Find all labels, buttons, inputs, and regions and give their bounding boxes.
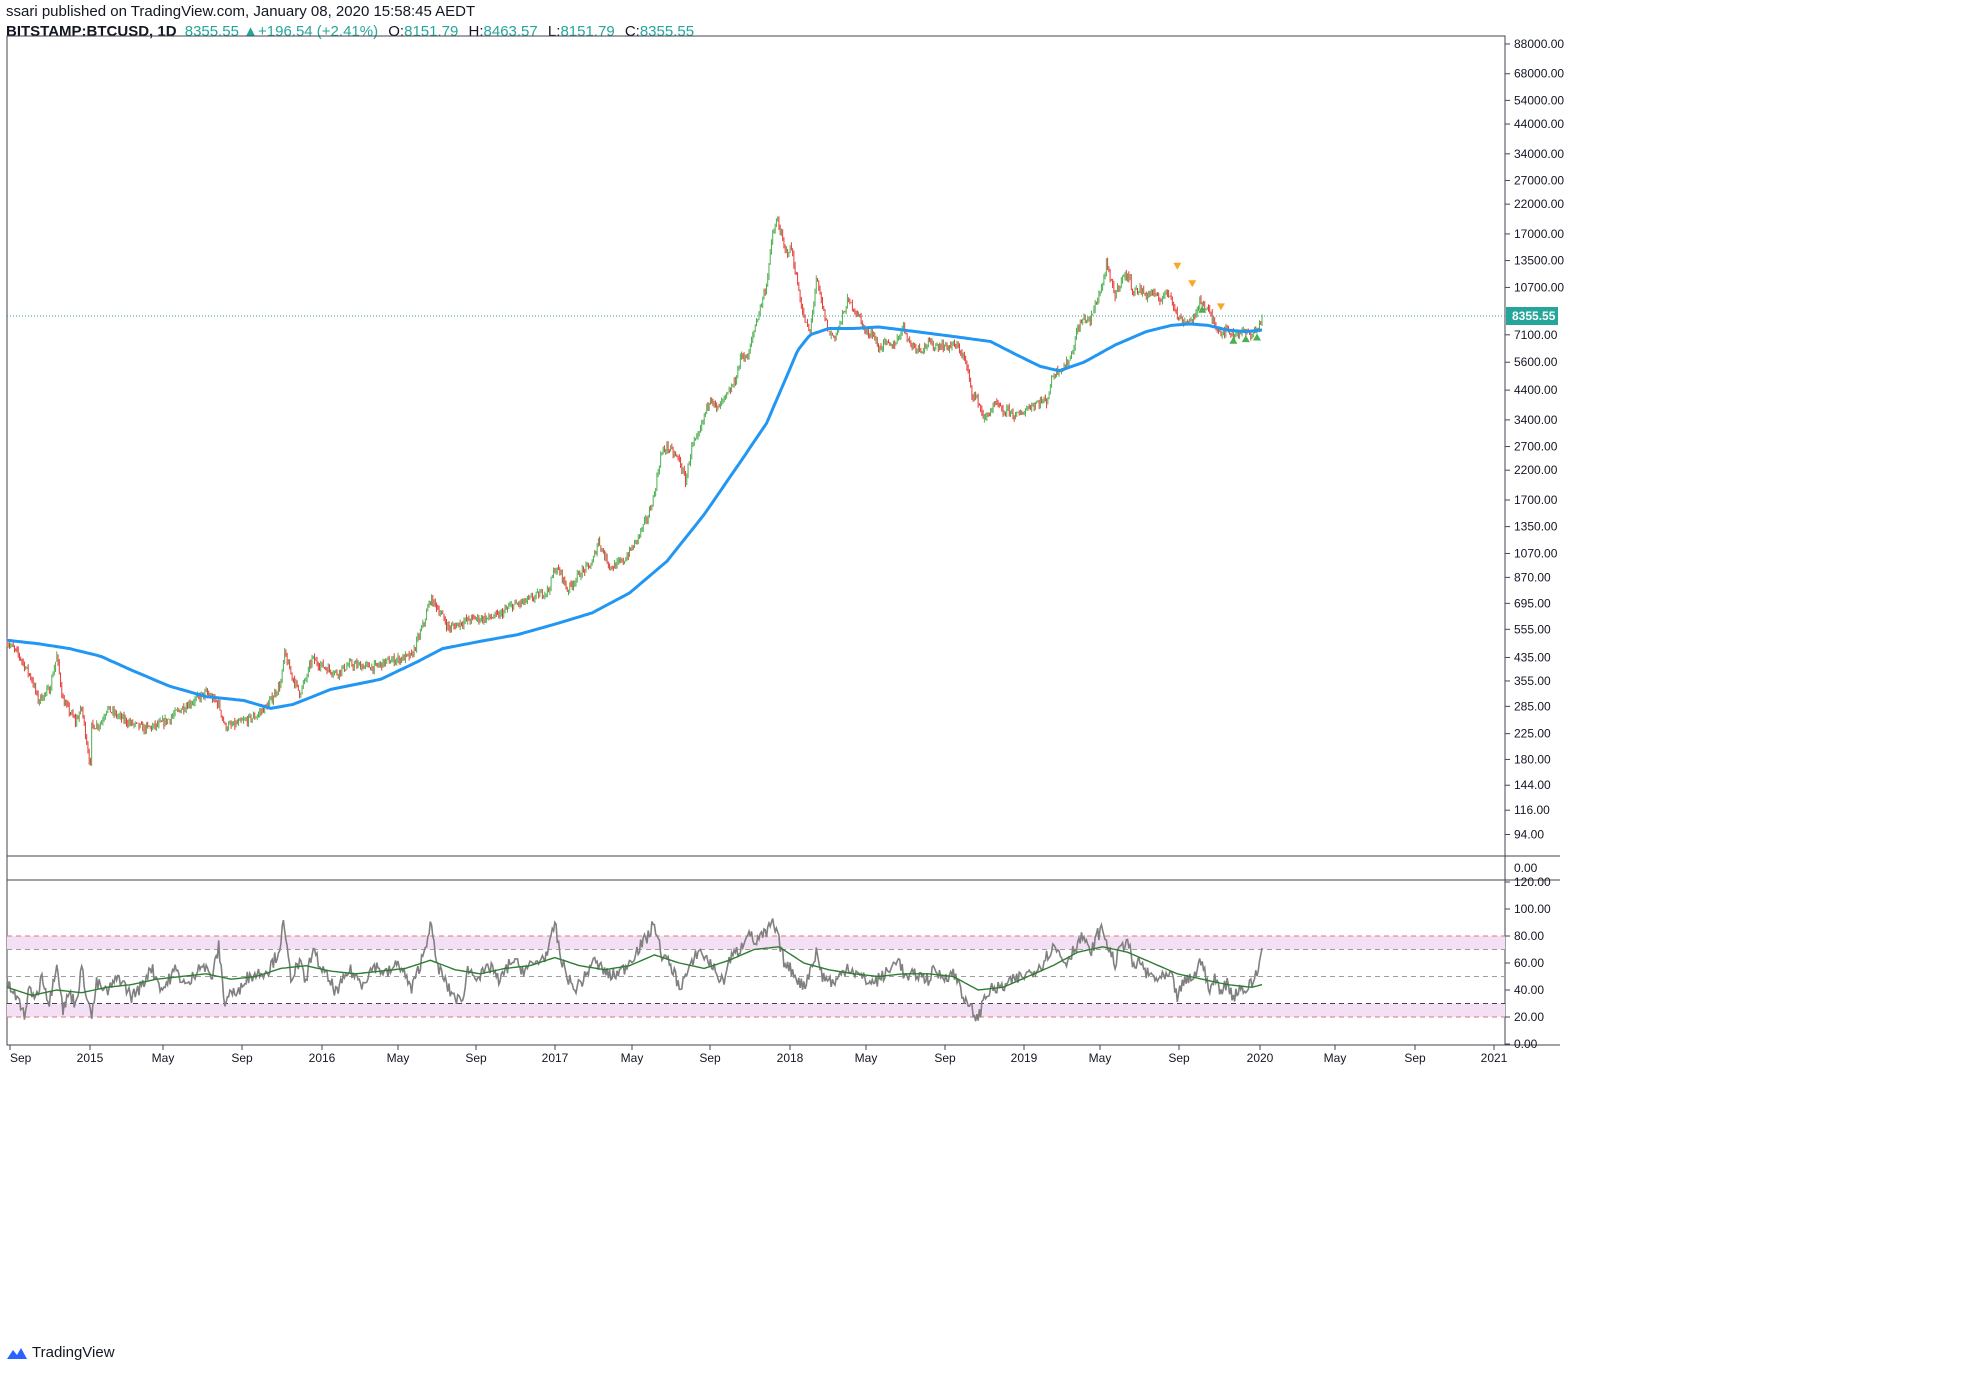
rsi-line xyxy=(6,918,1263,1022)
rsi-tick-label: 120.00 xyxy=(1514,875,1551,889)
price-tick-label: 94.00 xyxy=(1514,828,1544,842)
time-tick-label: May xyxy=(621,1051,644,1065)
price-tick-label: 555.00 xyxy=(1514,622,1551,636)
time-tick-label: Sep xyxy=(699,1051,721,1065)
time-tick-label: May xyxy=(152,1051,175,1065)
price-tick-label: 225.00 xyxy=(1514,727,1551,741)
time-tick-label: Sep xyxy=(934,1051,956,1065)
time-tick-label: 2015 xyxy=(77,1051,104,1065)
price-tick-label: 34000.00 xyxy=(1514,147,1564,161)
price-tick-label: 285.00 xyxy=(1514,699,1551,713)
rsi-tick-label: 0.00 xyxy=(1514,1037,1538,1051)
price-tick-label: 116.00 xyxy=(1514,803,1550,817)
tradingview-logo-icon xyxy=(7,1347,27,1359)
time-tick-label: 2019 xyxy=(1011,1051,1038,1065)
time-tick-label: Sep xyxy=(10,1051,32,1065)
time-tick-label: 2018 xyxy=(777,1051,804,1065)
rsi-tick-label: 80.00 xyxy=(1514,929,1544,943)
rsi-tick-label: 20.00 xyxy=(1514,1010,1544,1024)
brand-label: TradingView xyxy=(32,1344,115,1361)
price-tick-label: 2700.00 xyxy=(1514,440,1558,454)
time-tick-label: May xyxy=(855,1051,878,1065)
price-tick-label: 5600.00 xyxy=(1514,355,1558,369)
time-tick-label: May xyxy=(1089,1051,1112,1065)
price-tick-label: 355.00 xyxy=(1514,674,1551,688)
pattern-marker-icon xyxy=(1198,305,1207,313)
last-price-tag xyxy=(1506,307,1558,325)
time-tick-label: 2021 xyxy=(1481,1051,1508,1065)
pattern-marker-icon xyxy=(1188,280,1197,288)
price-tick-label: 7100.00 xyxy=(1514,328,1558,342)
price-tick-label: 870.00 xyxy=(1514,570,1551,584)
tradingview-logo[interactable]: TradingView xyxy=(6,1344,115,1361)
rsi-oversold-band xyxy=(7,1003,1505,1017)
price-tick-label: 27000.00 xyxy=(1514,173,1564,187)
price-tick-label: 1350.00 xyxy=(1514,520,1558,534)
last-price-tag-label: 8355.55 xyxy=(1512,309,1556,323)
price-tick-label: 17000.00 xyxy=(1514,227,1564,241)
price-tick-label: 1070.00 xyxy=(1514,546,1558,560)
price-tick-label: 695.00 xyxy=(1514,596,1551,610)
price-tick-label: 44000.00 xyxy=(1514,117,1564,131)
indicator-tick-label: 0.00 xyxy=(1514,861,1538,875)
time-tick-label: Sep xyxy=(1404,1051,1426,1065)
time-tick-label: 2020 xyxy=(1247,1051,1274,1065)
publish-line: ssari published on TradingView.com, Janu… xyxy=(6,2,694,22)
rsi-tick-label: 100.00 xyxy=(1514,902,1551,916)
price-tick-label: 3400.00 xyxy=(1514,413,1558,427)
price-tick-label: 88000.00 xyxy=(1514,37,1564,51)
chart-frame xyxy=(6,35,1506,1046)
price-tick-label: 4400.00 xyxy=(1514,383,1558,397)
publish-info: ssari published on TradingView.com, Janu… xyxy=(6,3,476,20)
time-tick-label: Sep xyxy=(465,1051,487,1065)
price-tick-label: 10700.00 xyxy=(1514,280,1564,294)
rsi-moving-average-line xyxy=(6,946,1263,997)
price-tick-label: 2200.00 xyxy=(1514,463,1558,477)
time-tick-label: Sep xyxy=(1168,1051,1190,1065)
price-tick-label: 180.00 xyxy=(1514,752,1551,766)
price-tick-label: 13500.00 xyxy=(1514,254,1564,268)
time-tick-label: Sep xyxy=(231,1051,253,1065)
time-tick-label: 2017 xyxy=(542,1051,569,1065)
pattern-marker-icon xyxy=(1241,335,1250,343)
price-tick-label: 1700.00 xyxy=(1514,493,1558,507)
price-tick-label: 68000.00 xyxy=(1514,67,1564,81)
price-tick-label: 22000.00 xyxy=(1514,197,1564,211)
pattern-marker-icon xyxy=(1216,303,1225,311)
price-tick-label: 144.00 xyxy=(1514,778,1551,792)
moving-average-line xyxy=(6,322,1263,710)
time-tick-label: May xyxy=(1324,1051,1347,1065)
price-tick-label: 54000.00 xyxy=(1514,93,1564,107)
price-tick-label: 435.00 xyxy=(1514,650,1551,664)
candles-group xyxy=(6,216,1263,766)
time-tick-label: 2016 xyxy=(309,1051,336,1065)
pattern-marker-icon xyxy=(1229,336,1238,344)
pattern-marker-icon xyxy=(1173,262,1182,270)
rsi-tick-label: 40.00 xyxy=(1514,983,1544,997)
time-tick-label: May xyxy=(387,1051,410,1065)
rsi-tick-label: 60.00 xyxy=(1514,956,1544,970)
pattern-marker-icon xyxy=(1253,333,1262,341)
